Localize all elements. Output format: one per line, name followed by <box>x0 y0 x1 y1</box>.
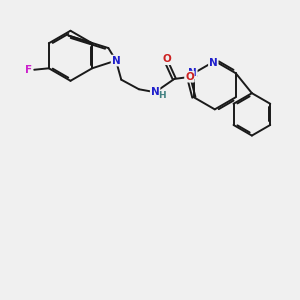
Text: N: N <box>209 58 218 68</box>
Text: H: H <box>158 91 165 100</box>
Text: N: N <box>112 56 120 66</box>
Text: O: O <box>163 54 171 64</box>
Text: N: N <box>188 68 197 78</box>
Text: F: F <box>25 65 32 75</box>
Text: N: N <box>151 87 160 97</box>
Text: O: O <box>185 72 194 82</box>
